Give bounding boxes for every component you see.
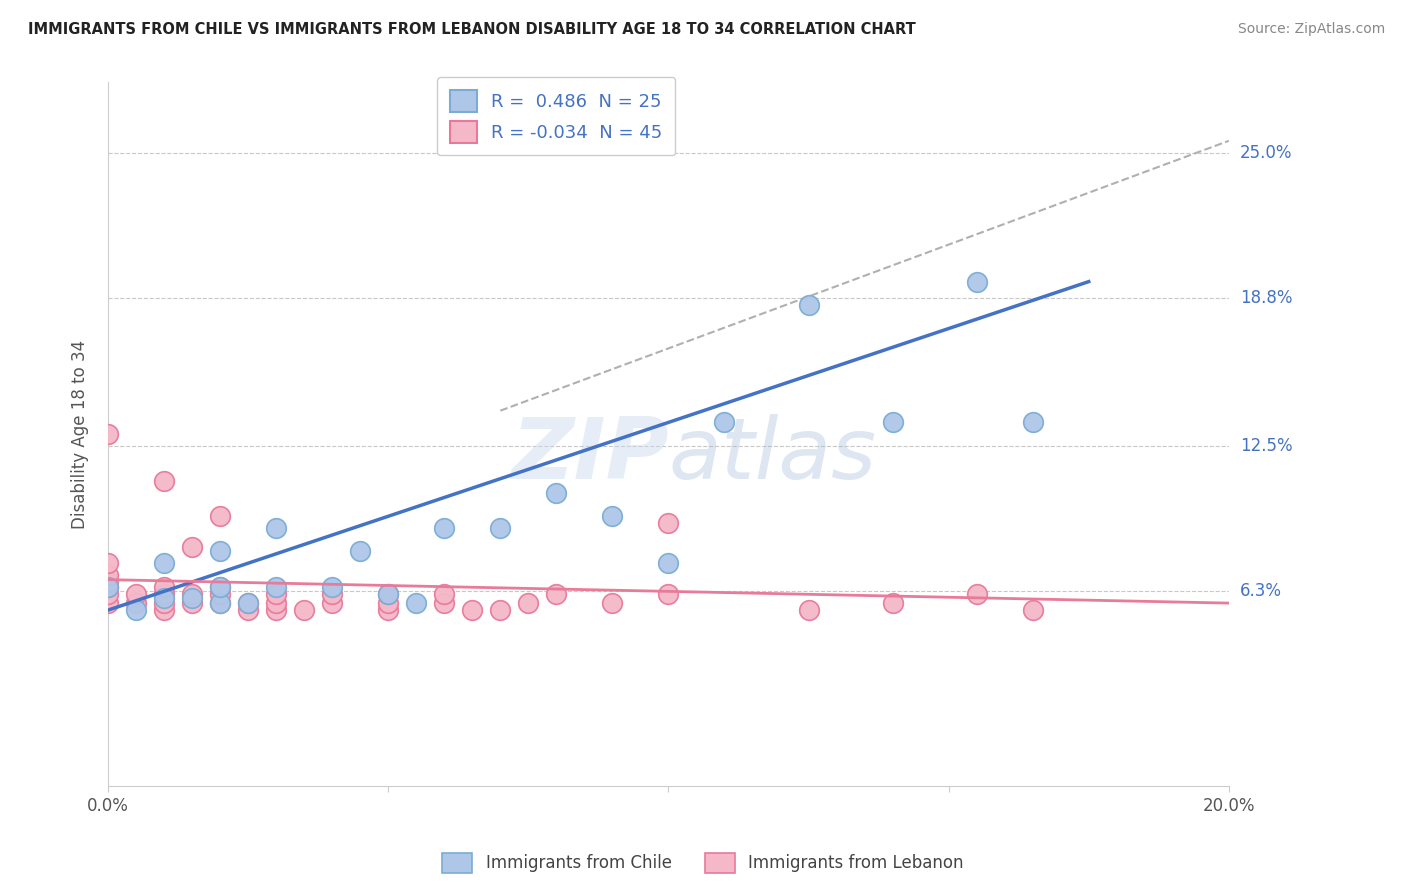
Point <box>181 540 204 554</box>
Point <box>153 587 176 601</box>
Point <box>264 521 287 535</box>
Point <box>209 596 232 610</box>
Point <box>181 587 204 601</box>
Point <box>181 591 204 606</box>
Point <box>97 580 120 594</box>
Point <box>377 587 399 601</box>
Point <box>797 603 820 617</box>
Point <box>264 603 287 617</box>
Point <box>97 568 120 582</box>
Point <box>602 509 624 524</box>
Point <box>882 596 904 610</box>
Point <box>377 603 399 617</box>
Point <box>882 416 904 430</box>
Point <box>153 591 176 606</box>
Text: 12.5%: 12.5% <box>1240 437 1292 455</box>
Point <box>97 427 120 442</box>
Text: 18.8%: 18.8% <box>1240 289 1292 307</box>
Text: 25.0%: 25.0% <box>1240 144 1292 161</box>
Legend: Immigrants from Chile, Immigrants from Lebanon: Immigrants from Chile, Immigrants from L… <box>436 847 970 880</box>
Point <box>1021 603 1043 617</box>
Text: Source: ZipAtlas.com: Source: ZipAtlas.com <box>1237 22 1385 37</box>
Point <box>377 596 399 610</box>
Point <box>97 580 120 594</box>
Point <box>657 587 679 601</box>
Point <box>546 485 568 500</box>
Point <box>236 596 259 610</box>
Point <box>153 556 176 570</box>
Point <box>209 544 232 558</box>
Point <box>377 587 399 601</box>
Point <box>489 603 512 617</box>
Point <box>405 596 427 610</box>
Point <box>209 596 232 610</box>
Point <box>349 544 371 558</box>
Point <box>546 587 568 601</box>
Text: 6.3%: 6.3% <box>1240 582 1282 600</box>
Point <box>461 603 484 617</box>
Point <box>321 587 343 601</box>
Point <box>966 587 988 601</box>
Point <box>153 580 176 594</box>
Point <box>489 521 512 535</box>
Point <box>209 509 232 524</box>
Point <box>517 596 540 610</box>
Point <box>264 596 287 610</box>
Point <box>181 596 204 610</box>
Point <box>797 298 820 312</box>
Point <box>321 596 343 610</box>
Point <box>602 596 624 610</box>
Point <box>657 516 679 531</box>
Point <box>125 603 148 617</box>
Text: ZIP: ZIP <box>510 414 668 497</box>
Point <box>966 275 988 289</box>
Text: IMMIGRANTS FROM CHILE VS IMMIGRANTS FROM LEBANON DISABILITY AGE 18 TO 34 CORRELA: IMMIGRANTS FROM CHILE VS IMMIGRANTS FROM… <box>28 22 915 37</box>
Point <box>153 596 176 610</box>
Point <box>125 596 148 610</box>
Point <box>97 574 120 589</box>
Text: atlas: atlas <box>668 414 876 497</box>
Point <box>236 596 259 610</box>
Point <box>209 580 232 594</box>
Point <box>264 587 287 601</box>
Point <box>236 603 259 617</box>
Point <box>209 587 232 601</box>
Point <box>433 596 456 610</box>
Point <box>125 587 148 601</box>
Point <box>97 596 120 610</box>
Point <box>657 556 679 570</box>
Point <box>97 587 120 601</box>
Point <box>713 416 735 430</box>
Point <box>153 603 176 617</box>
Point <box>97 556 120 570</box>
Point <box>209 580 232 594</box>
Point <box>1021 416 1043 430</box>
Point <box>321 580 343 594</box>
Point <box>153 474 176 488</box>
Point <box>433 587 456 601</box>
Point <box>292 603 315 617</box>
Point <box>433 521 456 535</box>
Point <box>264 580 287 594</box>
Y-axis label: Disability Age 18 to 34: Disability Age 18 to 34 <box>72 340 89 529</box>
Legend: R =  0.486  N = 25, R = -0.034  N = 45: R = 0.486 N = 25, R = -0.034 N = 45 <box>437 77 675 155</box>
